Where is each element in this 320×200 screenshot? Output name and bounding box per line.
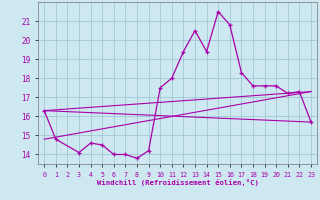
- X-axis label: Windchill (Refroidissement éolien,°C): Windchill (Refroidissement éolien,°C): [97, 179, 259, 186]
